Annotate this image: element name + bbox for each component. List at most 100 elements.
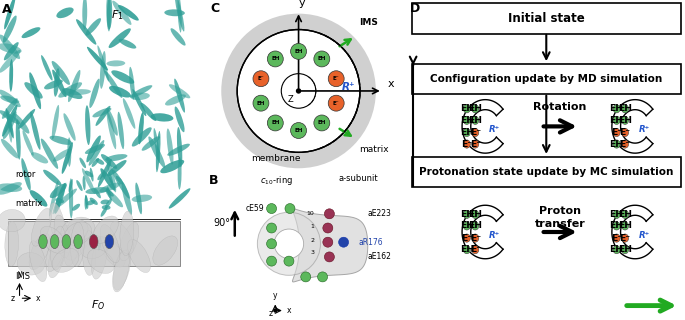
Circle shape	[463, 234, 471, 242]
Text: E⁻: E⁻	[619, 140, 631, 148]
Ellipse shape	[149, 136, 165, 168]
Circle shape	[463, 245, 471, 254]
Ellipse shape	[101, 199, 110, 204]
Circle shape	[325, 209, 334, 219]
Ellipse shape	[101, 168, 116, 191]
Text: EH: EH	[469, 221, 482, 230]
Circle shape	[267, 115, 284, 131]
Text: EH: EH	[295, 128, 303, 133]
Ellipse shape	[31, 152, 48, 164]
Circle shape	[266, 239, 277, 249]
Text: E⁻: E⁻	[470, 234, 481, 243]
Ellipse shape	[169, 84, 190, 98]
FancyBboxPatch shape	[412, 157, 681, 187]
Circle shape	[463, 140, 471, 148]
Ellipse shape	[160, 160, 184, 173]
Ellipse shape	[132, 195, 152, 202]
Ellipse shape	[120, 211, 134, 256]
Text: y: y	[17, 269, 22, 278]
Ellipse shape	[101, 154, 117, 169]
Text: E⁻: E⁻	[470, 245, 481, 254]
Text: E⁻: E⁻	[611, 234, 622, 243]
Circle shape	[621, 105, 629, 113]
Circle shape	[621, 128, 629, 137]
Circle shape	[266, 256, 277, 266]
Ellipse shape	[138, 112, 144, 144]
Circle shape	[621, 210, 629, 219]
Ellipse shape	[112, 70, 134, 84]
Text: Rotation: Rotation	[534, 102, 587, 112]
Ellipse shape	[55, 188, 77, 208]
Ellipse shape	[50, 183, 67, 198]
Circle shape	[463, 116, 471, 124]
Ellipse shape	[87, 47, 108, 70]
Circle shape	[613, 128, 620, 137]
Text: 1: 1	[310, 224, 314, 229]
Ellipse shape	[49, 180, 58, 216]
Ellipse shape	[29, 190, 47, 207]
Ellipse shape	[4, 42, 18, 60]
Ellipse shape	[92, 108, 112, 117]
Circle shape	[62, 235, 71, 249]
Ellipse shape	[101, 207, 108, 217]
Ellipse shape	[85, 144, 105, 154]
Circle shape	[328, 71, 344, 87]
Text: aE162: aE162	[368, 252, 392, 261]
Ellipse shape	[67, 137, 71, 167]
Text: EH: EH	[610, 245, 623, 254]
Ellipse shape	[93, 216, 119, 244]
Ellipse shape	[82, 231, 96, 276]
Ellipse shape	[62, 88, 82, 99]
Ellipse shape	[71, 222, 84, 267]
Ellipse shape	[30, 112, 40, 150]
Ellipse shape	[0, 182, 22, 195]
Ellipse shape	[105, 154, 127, 161]
Ellipse shape	[55, 230, 82, 252]
Ellipse shape	[54, 215, 70, 258]
Text: D: D	[410, 2, 421, 15]
Text: Z: Z	[288, 95, 293, 104]
Ellipse shape	[121, 182, 132, 215]
Ellipse shape	[107, 160, 127, 176]
Ellipse shape	[80, 236, 108, 259]
Ellipse shape	[64, 113, 75, 141]
Circle shape	[273, 308, 277, 313]
Circle shape	[463, 210, 471, 219]
Ellipse shape	[110, 222, 134, 254]
Text: IMS: IMS	[16, 272, 31, 281]
Text: EH: EH	[460, 128, 474, 137]
Ellipse shape	[51, 226, 65, 270]
Circle shape	[267, 51, 284, 67]
Ellipse shape	[49, 136, 72, 145]
Text: matrix: matrix	[359, 145, 388, 154]
Text: R⁺: R⁺	[638, 230, 650, 240]
Ellipse shape	[94, 188, 101, 198]
Ellipse shape	[84, 195, 88, 210]
Text: IMS: IMS	[360, 18, 379, 27]
Ellipse shape	[61, 219, 88, 242]
Circle shape	[266, 204, 277, 213]
Ellipse shape	[54, 183, 66, 214]
Ellipse shape	[76, 19, 97, 45]
Text: EH: EH	[610, 140, 623, 148]
Ellipse shape	[85, 171, 93, 177]
Circle shape	[314, 115, 329, 131]
Ellipse shape	[97, 45, 109, 82]
Text: $c_{10}$-ring: $c_{10}$-ring	[260, 174, 293, 187]
Ellipse shape	[153, 236, 177, 265]
Text: EH: EH	[610, 116, 623, 125]
Ellipse shape	[156, 131, 160, 172]
Ellipse shape	[0, 43, 21, 54]
Ellipse shape	[55, 198, 64, 203]
Ellipse shape	[1, 139, 18, 158]
Ellipse shape	[177, 157, 182, 189]
Circle shape	[284, 256, 294, 266]
Ellipse shape	[107, 186, 112, 199]
Circle shape	[325, 252, 334, 262]
Text: Configuration update by MD simulation: Configuration update by MD simulation	[430, 74, 662, 84]
FancyBboxPatch shape	[412, 3, 681, 34]
Ellipse shape	[142, 136, 160, 151]
Ellipse shape	[18, 109, 35, 129]
Text: EH: EH	[318, 56, 326, 61]
Circle shape	[472, 105, 479, 113]
